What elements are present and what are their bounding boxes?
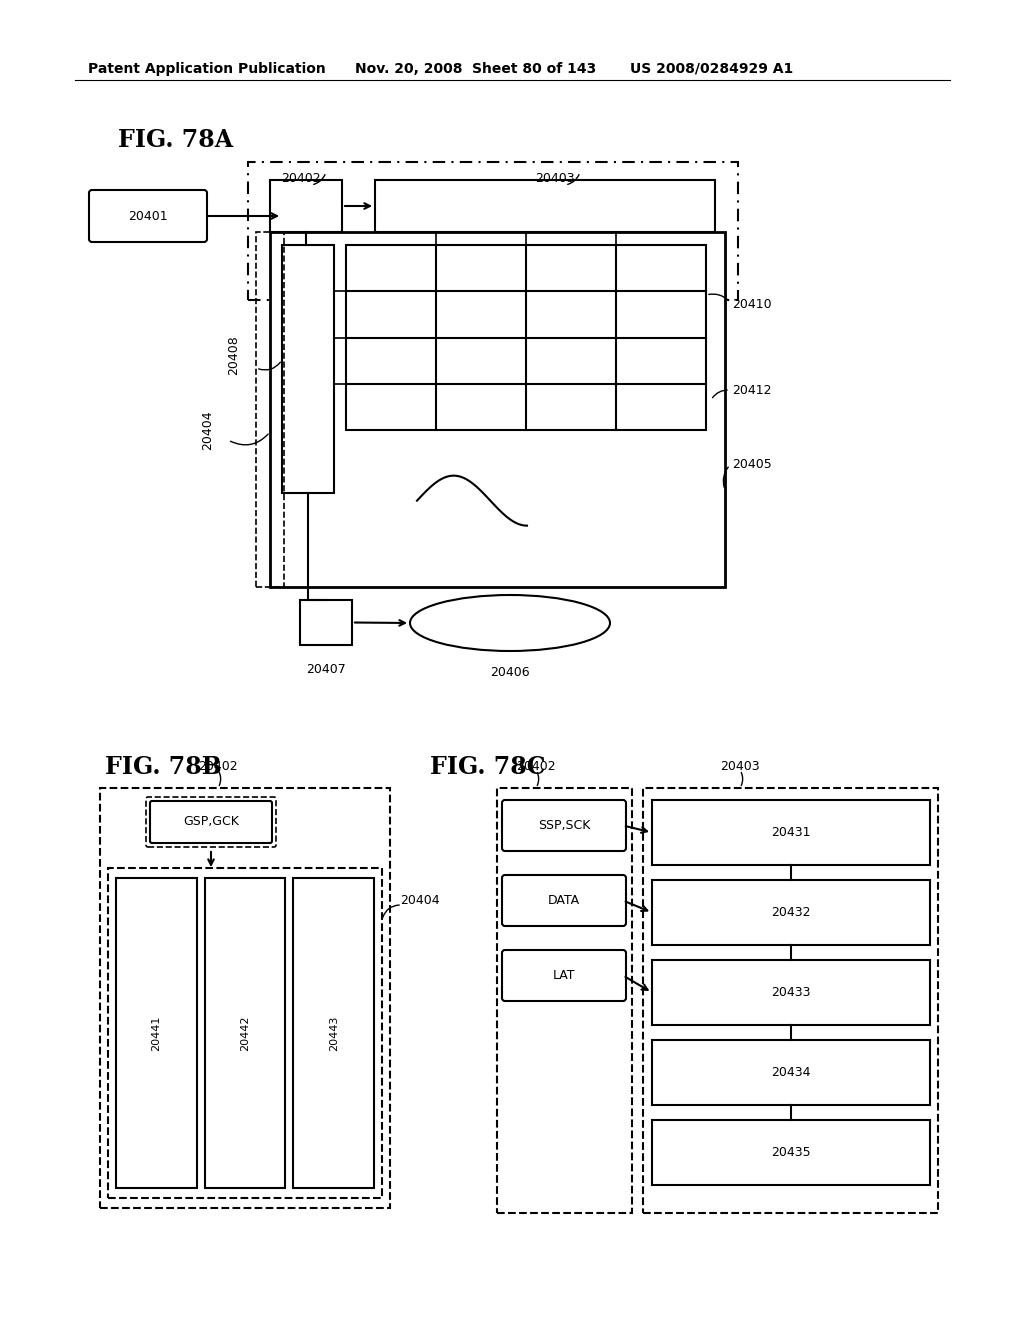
- Text: 20402: 20402: [516, 760, 556, 774]
- Bar: [652, 1119, 930, 1185]
- Bar: [652, 1040, 930, 1105]
- Text: 20401: 20401: [128, 210, 168, 223]
- Text: Nov. 20, 2008: Nov. 20, 2008: [355, 62, 463, 77]
- Text: 20404: 20404: [201, 411, 214, 450]
- Bar: [293, 878, 374, 1188]
- Text: GSP,GCK: GSP,GCK: [183, 816, 239, 829]
- Text: FIG. 78B: FIG. 78B: [105, 755, 221, 779]
- Text: 20402: 20402: [199, 760, 238, 774]
- Text: 20403: 20403: [536, 172, 574, 185]
- Bar: [375, 180, 715, 232]
- Text: 20434: 20434: [771, 1067, 811, 1078]
- Bar: [256, 232, 284, 587]
- Text: 20404: 20404: [400, 894, 439, 907]
- Bar: [643, 788, 938, 1213]
- Text: 20443: 20443: [329, 1015, 339, 1051]
- Bar: [108, 869, 382, 1199]
- Text: 20402: 20402: [282, 172, 321, 185]
- Text: 20406: 20406: [490, 667, 529, 678]
- FancyBboxPatch shape: [150, 801, 272, 843]
- Text: FIG. 78C: FIG. 78C: [430, 755, 546, 779]
- Text: 20407: 20407: [306, 663, 346, 676]
- Text: 20412: 20412: [732, 384, 771, 396]
- Text: 20408: 20408: [227, 335, 240, 375]
- Text: SSP,SCK: SSP,SCK: [538, 818, 590, 832]
- Text: 20442: 20442: [240, 1015, 250, 1051]
- Text: FIG. 78A: FIG. 78A: [118, 128, 233, 152]
- FancyBboxPatch shape: [89, 190, 207, 242]
- Text: 20410: 20410: [732, 298, 772, 312]
- Bar: [497, 788, 632, 1213]
- Text: 20405: 20405: [732, 458, 772, 471]
- FancyBboxPatch shape: [502, 800, 626, 851]
- Bar: [652, 800, 930, 865]
- Text: DATA: DATA: [548, 894, 580, 907]
- Bar: [282, 246, 334, 492]
- Bar: [100, 788, 390, 1208]
- Text: 20441: 20441: [152, 1015, 162, 1051]
- Bar: [205, 878, 286, 1188]
- Text: 20431: 20431: [771, 826, 811, 840]
- Ellipse shape: [410, 595, 610, 651]
- Bar: [116, 878, 197, 1188]
- Text: Sheet 80 of 143: Sheet 80 of 143: [472, 62, 596, 77]
- Text: US 2008/0284929 A1: US 2008/0284929 A1: [630, 62, 794, 77]
- Text: 20435: 20435: [771, 1146, 811, 1159]
- Text: LAT: LAT: [553, 969, 575, 982]
- Bar: [270, 232, 725, 587]
- Text: 20403: 20403: [720, 760, 760, 774]
- FancyBboxPatch shape: [502, 875, 626, 927]
- Bar: [652, 880, 930, 945]
- Bar: [346, 246, 706, 430]
- Text: 20433: 20433: [771, 986, 811, 999]
- Bar: [248, 162, 738, 300]
- Text: 20432: 20432: [771, 906, 811, 919]
- Bar: [270, 180, 342, 232]
- Text: Patent Application Publication: Patent Application Publication: [88, 62, 326, 77]
- Bar: [652, 960, 930, 1026]
- FancyBboxPatch shape: [502, 950, 626, 1001]
- Bar: [300, 601, 352, 645]
